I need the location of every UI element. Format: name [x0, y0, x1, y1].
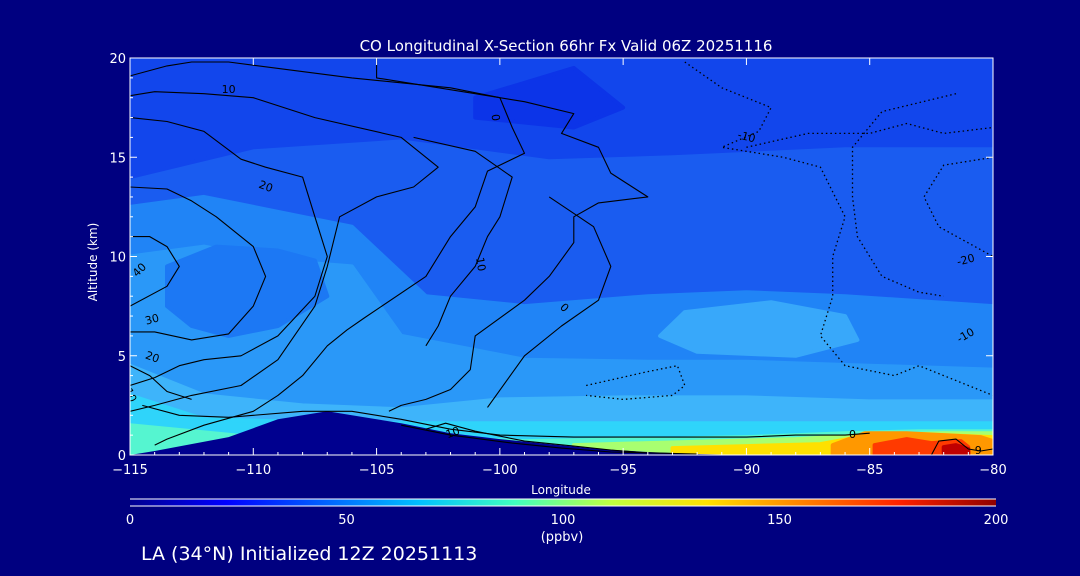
contour-label-13: -20	[955, 251, 976, 268]
x-tick-label: −80	[979, 463, 1006, 478]
contour-label-7: 10	[473, 256, 488, 272]
x-tick-label: −115	[112, 463, 148, 478]
colorbar-tick-label: 100	[551, 513, 576, 528]
colorbar-ticks: 0 50 100 150 200	[126, 513, 1009, 528]
y-axis-label: Altitude (km)	[86, 223, 100, 302]
colorbar-tick-label: 200	[984, 513, 1009, 528]
contour-line-8	[487, 196, 612, 408]
y-tick-label: 15	[109, 151, 126, 166]
co-difference-contours	[130, 58, 993, 455]
x-tick-label: −100	[482, 463, 518, 478]
x-tick-label: −110	[235, 463, 271, 478]
contour-line-7	[413, 136, 513, 347]
chart-title: CO Longitudinal X-Section 66hr Fx Valid …	[360, 37, 773, 55]
colorbar-tick-label: 0	[126, 513, 134, 528]
field-band-6	[165, 244, 330, 338]
contour-label-5: 10	[122, 386, 140, 404]
contour-label-11: 9	[975, 444, 982, 457]
contour-label-12: -10	[736, 128, 757, 145]
run-info-text: LA (34°N) Initialized 12Z 20251113	[141, 543, 477, 565]
terrain-mask	[130, 411, 993, 455]
x-tick-label: −95	[609, 463, 636, 478]
contour-label-4: 20	[144, 349, 162, 366]
contour-label-3: 30	[144, 311, 161, 327]
contour-line-17	[586, 365, 686, 401]
x-tick-label: −90	[733, 463, 760, 478]
y-tick-label: 0	[118, 449, 126, 464]
contour-label-9: 10	[444, 424, 462, 441]
y-axis: 0 5 10 15 20	[109, 52, 993, 464]
colorbar-unit: (ppbv)	[541, 530, 584, 545]
contour-label-10: 0	[849, 428, 856, 441]
field-band-15	[941, 443, 971, 455]
y-tick-label: 5	[118, 350, 126, 365]
colorbar: 0 50 100 150 200 (ppbv)	[126, 498, 1009, 545]
contour-line-12	[930, 438, 993, 455]
contour-line-0	[130, 61, 526, 446]
y-tick-label: 10	[109, 251, 126, 266]
contour-label-1: 20	[257, 178, 275, 195]
contour-line-5	[130, 365, 192, 400]
colorbar-tick-label: 150	[767, 513, 792, 528]
x-tick-label: −105	[359, 463, 395, 478]
field-band-3	[473, 65, 626, 130]
contour-line-2	[130, 186, 267, 341]
contour-line-10	[425, 422, 648, 454]
co-concentration-field	[130, 58, 993, 455]
contour-label-6: 0	[489, 114, 503, 122]
contour-label-0: 10	[222, 83, 236, 96]
colorbar-gradient	[130, 499, 996, 506]
contour-line-1	[130, 117, 328, 387]
contour-line-4	[130, 91, 439, 412]
contour-line-9	[142, 404, 870, 438]
contour-line-6	[376, 58, 649, 412]
x-axis: −115 −110 −105 −100 −95 −90 −85 −80	[112, 58, 1007, 478]
x-axis-label: Longitude	[531, 483, 591, 497]
contour-line-3	[130, 236, 180, 307]
x-tick-label: −85	[856, 463, 883, 478]
field-band-7	[658, 300, 860, 358]
contour-line-11	[401, 424, 698, 455]
y-tick-label: 20	[109, 52, 126, 67]
colorbar-tick-label: 50	[338, 513, 355, 528]
